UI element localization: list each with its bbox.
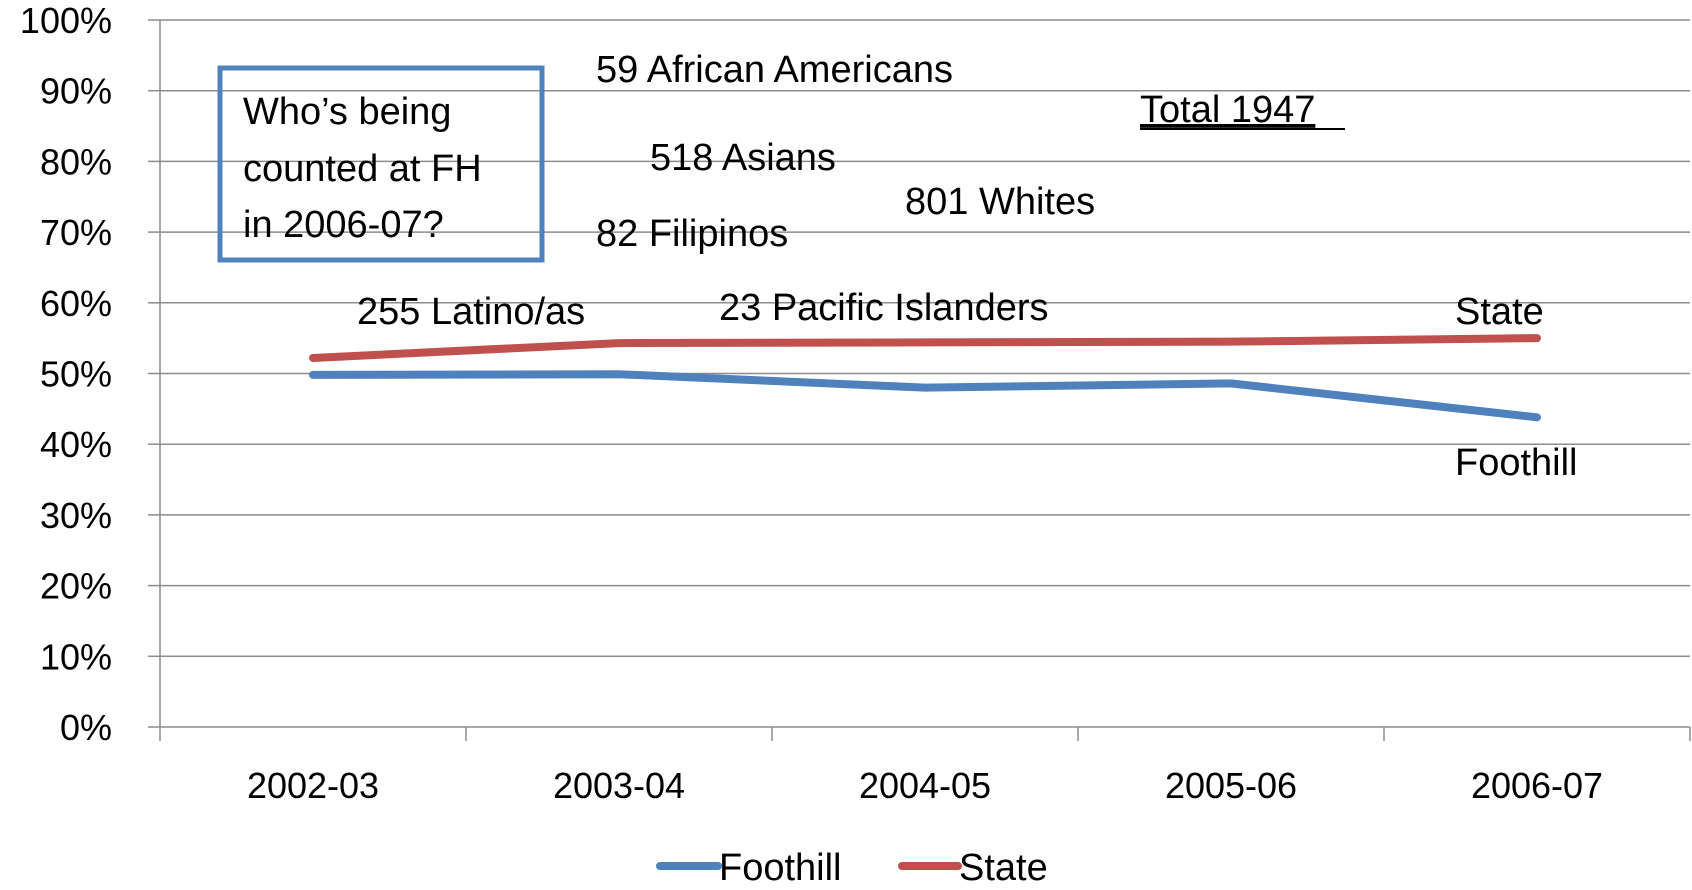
y-tick-label: 0% [60,707,112,748]
annotation-asians: 518 Asians [650,137,836,179]
y-tick-label: 50% [40,354,112,395]
annotation-whites: 801 Whites [905,181,1095,223]
y-tick-label: 80% [40,141,112,182]
annotation-box-line-2: counted at FH [243,148,482,190]
annotation-box-border [217,65,545,263]
y-tick-label: 90% [40,71,112,112]
annotation-box-line-3: in 2006-07? [243,204,444,246]
y-tick-label: 60% [40,283,112,324]
legend-label-state: State [959,847,1048,889]
series-line-foothill [309,370,1541,422]
y-tick-labels: 0% 10% 20% 30% 40% 50% 60% 70% 80% 90% 100% [20,0,112,748]
x-tick-label: 2006-07 [1471,765,1603,806]
series-end-label-foothill: Foothill [1455,442,1578,484]
y-tick-label: 30% [40,495,112,536]
legend-label-foothill: Foothill [719,847,842,889]
series-end-label-state: State [1455,291,1544,333]
annotation-box-line-1: Who’s being [243,91,451,133]
y-tick-label: 70% [40,212,112,253]
gridlines [160,19,1690,658]
annotation-latinos: 255 Latino/as [357,291,585,333]
annotation-box: Who’s being counted at FH in 2006-07? [217,65,545,263]
y-tick-label: 40% [40,424,112,465]
legend: Foothill State [656,847,1048,889]
y-tick-label: 100% [20,0,112,41]
annotation-total: Total 1947 [1140,89,1315,131]
annotation-filipinos: 82 Filipinos [596,213,788,255]
series-lines [309,334,1541,422]
x-tick-label: 2002-03 [247,765,379,806]
series-line-state [309,334,1541,362]
annotation-african-americans: 59 African Americans [596,49,953,91]
x-tick-labels: 2002-03 2003-04 2004-05 2005-06 2006-07 [247,765,1603,806]
annotation-pacific-islanders: 23 Pacific Islanders [719,287,1049,329]
y-tick-label: 20% [40,566,112,607]
x-tick-label: 2005-06 [1165,765,1297,806]
axes [148,19,1691,741]
x-tick-label: 2004-05 [859,765,991,806]
x-tick-label: 2003-04 [553,765,685,806]
y-tick-label: 10% [40,636,112,677]
